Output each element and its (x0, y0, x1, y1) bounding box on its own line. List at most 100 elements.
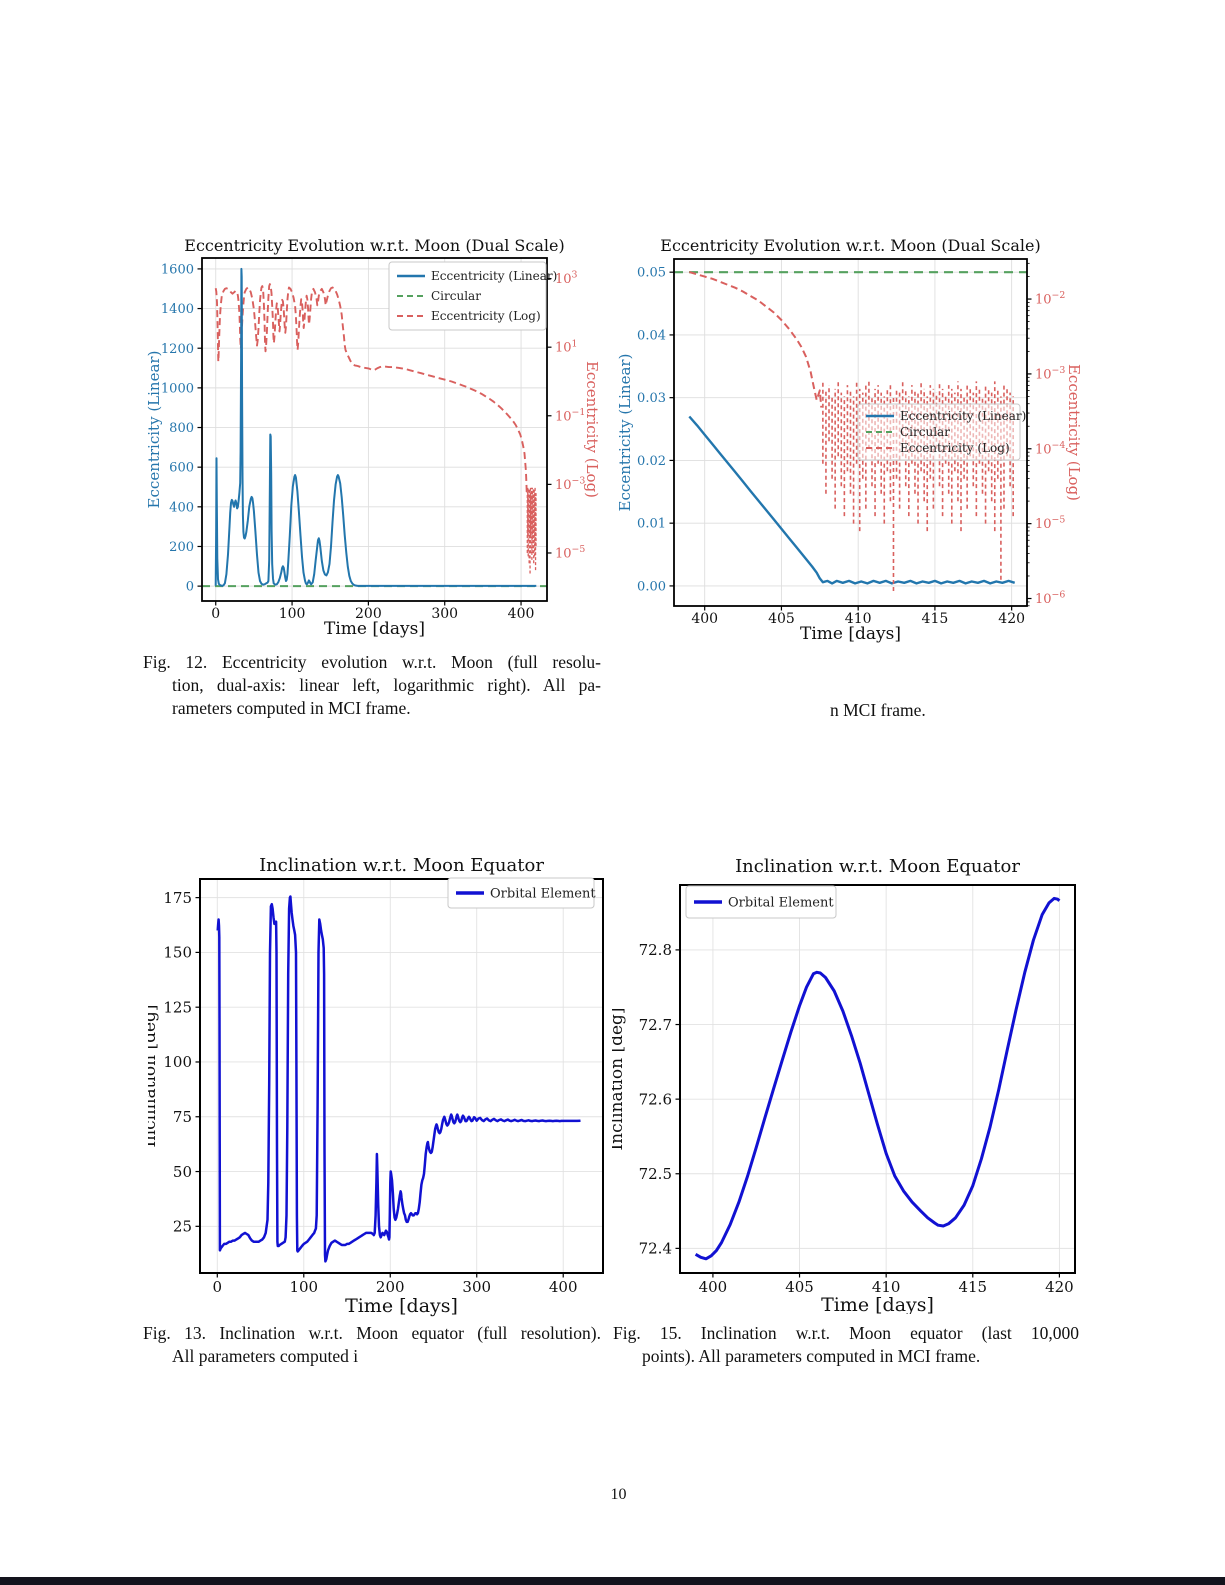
svg-text:1400: 1400 (161, 302, 194, 317)
figure-inclination-full: 0 100 200 300 400 25 50 75 100 125 150 175 Time [day… (140, 852, 608, 1322)
svg-text:410: 410 (872, 1278, 901, 1296)
caption-line: Fig. 15. Inclination w.r.t. Moon equator… (613, 1323, 1079, 1343)
svg-text:Time [days]: Time [days] (800, 624, 901, 644)
svg-text:72.5: 72.5 (639, 1165, 672, 1183)
page-number: 10 (610, 1486, 627, 1503)
svg-text:10−3: 10−3 (1035, 365, 1065, 382)
svg-text:Time [days]: Time [days] (324, 619, 425, 639)
caption-line: points). All parameters computed in MCI … (642, 1346, 981, 1366)
svg-text:0.05: 0.05 (637, 266, 666, 281)
svg-text:0.00: 0.00 (637, 579, 666, 594)
svg-text:50: 50 (173, 1163, 192, 1181)
svg-text:405: 405 (785, 1278, 814, 1296)
svg-text:1600: 1600 (161, 262, 194, 277)
chart-inc-zoom-svg: 400 405 410 415 420 72.4 72.5 72.6 72.7 72.8 Time … (607, 856, 1076, 1316)
svg-text:800: 800 (169, 421, 194, 436)
svg-text:600: 600 (169, 461, 194, 476)
svg-text:10−6: 10−6 (1035, 590, 1065, 607)
svg-text:200: 200 (376, 1278, 405, 1296)
svg-text:10−2: 10−2 (1035, 290, 1065, 307)
svg-text:Inclination [deg]: Inclination [deg] (148, 1004, 160, 1147)
svg-text:Time [days]: Time [days] (821, 1294, 934, 1314)
caption-line: All parameters computed i (172, 1346, 359, 1366)
svg-text:72.4: 72.4 (639, 1240, 672, 1258)
svg-text:Eccentricity Evolution w.r.t.: Eccentricity Evolution w.r.t. Moon (Dual… (184, 236, 564, 255)
chart-inc-full-svg: 0 100 200 300 400 25 50 75 100 125 150 175 Time [day… (140, 855, 604, 1317)
svg-text:405: 405 (768, 611, 795, 627)
svg-text:25: 25 (173, 1218, 192, 1236)
svg-text:0.03: 0.03 (637, 391, 666, 406)
svg-text:72.6: 72.6 (639, 1090, 672, 1108)
svg-text:Eccentricity (Log): Eccentricity (Log) (583, 361, 601, 498)
caption-fig12: Fig. 12. Eccentricity evolution w.r.t. M… (143, 651, 601, 720)
svg-text:415: 415 (922, 611, 949, 627)
caption-line: rameters computed in MCI frame. (172, 698, 411, 718)
svg-text:10−4: 10−4 (1035, 440, 1065, 457)
svg-text:Circular: Circular (431, 289, 481, 303)
svg-text:400: 400 (699, 1278, 728, 1296)
svg-text:Eccentricity (Log): Eccentricity (Log) (900, 441, 1010, 455)
svg-text:10−3: 10−3 (555, 475, 585, 492)
svg-text:420: 420 (998, 611, 1025, 627)
svg-text:Eccentricity Evolution w.r.t.: Eccentricity Evolution w.r.t. Moon (Dual… (660, 236, 1040, 255)
svg-text:Inclination w.r.t. Moon Equato: Inclination w.r.t. Moon Equator (259, 855, 544, 876)
svg-text:420: 420 (1045, 1278, 1074, 1296)
figure-eccentricity-full: 0 100 200 300 400 0 200 400 600 800 1000 1200 1400 16… (145, 232, 603, 655)
svg-text:300: 300 (431, 606, 458, 622)
svg-text:Inclination w.r.t. Moon Equato: Inclination w.r.t. Moon Equator (735, 856, 1020, 877)
chart-ecc-zoom-svg: 400 405 410 415 420 0.00 0.01 0.02 0.03 0.04 0.05 1… (616, 236, 1083, 644)
svg-text:1200: 1200 (161, 342, 194, 357)
svg-text:100: 100 (289, 1278, 318, 1296)
svg-text:101: 101 (555, 338, 578, 355)
chart-ecc-full-svg: 0 100 200 300 400 0 200 400 600 800 1000 1200 1400 16… (145, 236, 601, 639)
svg-text:10−5: 10−5 (1035, 515, 1065, 532)
svg-text:125: 125 (163, 998, 192, 1016)
svg-text:Orbital Element: Orbital Element (728, 896, 834, 911)
svg-text:Eccentricity (Log): Eccentricity (Log) (1065, 364, 1080, 501)
figure-inclination-zoom: 400 405 410 415 420 72.4 72.5 72.6 72.7 72.8 Time … (607, 852, 1082, 1319)
caption-line: tion, dual-axis: linear left, logarithmi… (172, 675, 601, 695)
svg-text:72.8: 72.8 (639, 941, 672, 959)
svg-text:103: 103 (555, 270, 578, 287)
svg-text:200: 200 (355, 606, 382, 622)
svg-text:Eccentricity (Linear): Eccentricity (Linear) (900, 409, 1026, 423)
svg-text:0.02: 0.02 (637, 454, 666, 469)
svg-text:1000: 1000 (161, 381, 194, 396)
svg-text:0.04: 0.04 (637, 328, 666, 343)
svg-text:Time [days]: Time [days] (345, 1295, 458, 1317)
svg-text:200: 200 (169, 540, 194, 555)
svg-text:100: 100 (279, 606, 306, 622)
svg-text:150: 150 (163, 944, 192, 962)
figure-eccentricity-zoom: 400 405 410 415 420 0.00 0.01 0.02 0.03 0.04 0.05 1… (616, 232, 1083, 649)
svg-text:Eccentricity (Linear): Eccentricity (Linear) (618, 354, 634, 512)
svg-text:400: 400 (169, 500, 194, 515)
svg-text:175: 175 (163, 889, 192, 907)
svg-text:Eccentricity (Linear): Eccentricity (Linear) (431, 269, 557, 283)
svg-text:75: 75 (173, 1108, 192, 1126)
caption-fig13: Fig. 13. Inclination w.r.t. Moon equator… (143, 1322, 601, 1368)
bottom-bar (0, 1577, 1225, 1585)
caption-line: Fig. 12. Eccentricity evolution w.r.t. M… (143, 652, 601, 672)
svg-text:415: 415 (958, 1278, 987, 1296)
svg-text:10−1: 10−1 (555, 407, 585, 424)
svg-text:100: 100 (163, 1053, 192, 1071)
caption-line: Fig. 13. Inclination w.r.t. Moon equator… (143, 1323, 601, 1343)
svg-text:400: 400 (508, 606, 535, 622)
svg-text:0: 0 (213, 1278, 223, 1296)
svg-text:0.01: 0.01 (637, 517, 666, 532)
svg-text:Inclination [deg]: Inclination [deg] (612, 1007, 627, 1150)
svg-text:Circular: Circular (900, 425, 950, 439)
svg-text:300: 300 (462, 1278, 491, 1296)
svg-text:400: 400 (549, 1278, 578, 1296)
svg-text:0: 0 (211, 606, 220, 622)
svg-text:410: 410 (845, 611, 872, 627)
svg-text:Eccentricity (Log): Eccentricity (Log) (431, 309, 541, 323)
svg-text:10−5: 10−5 (555, 544, 585, 561)
caption-fig15: Fig. 15. Inclination w.r.t. Moon equator… (613, 1322, 1079, 1368)
svg-text:Eccentricity (Linear): Eccentricity (Linear) (145, 351, 163, 509)
svg-text:400: 400 (691, 611, 718, 627)
svg-text:72.7: 72.7 (639, 1016, 672, 1034)
svg-text:0: 0 (186, 580, 194, 595)
svg-text:Orbital Element: Orbital Element (490, 887, 596, 902)
